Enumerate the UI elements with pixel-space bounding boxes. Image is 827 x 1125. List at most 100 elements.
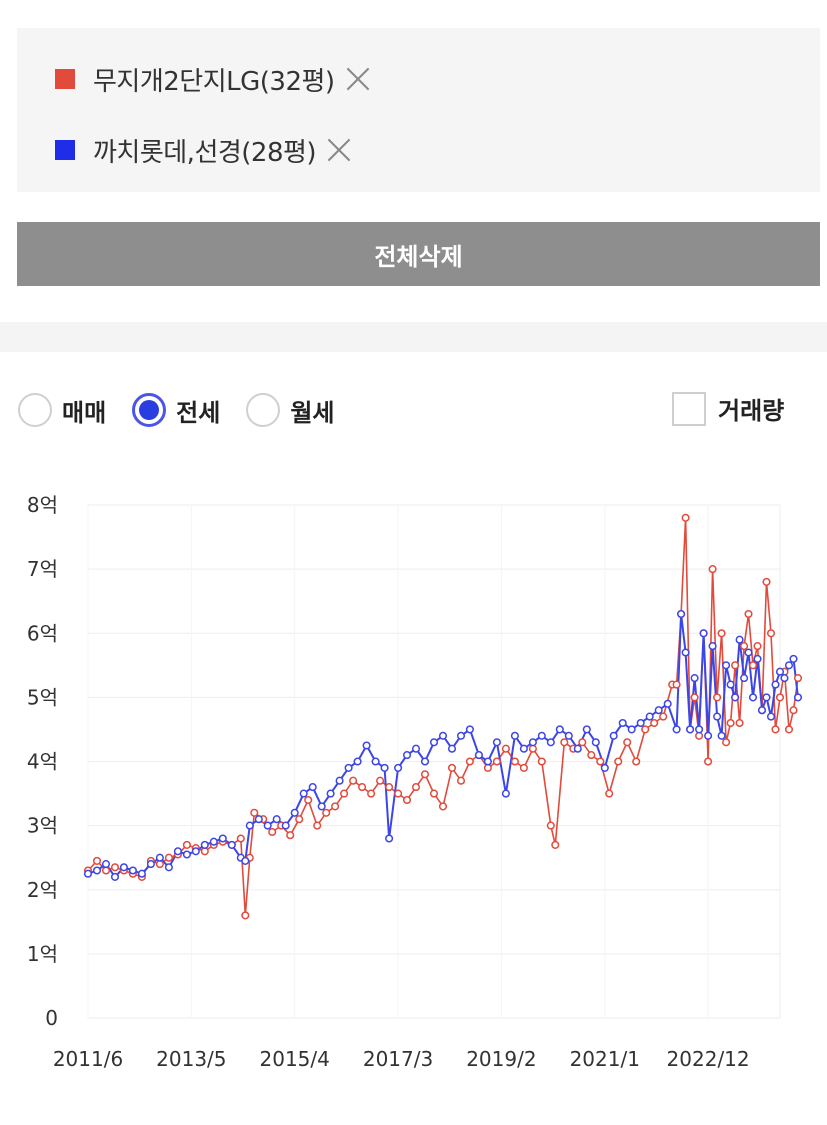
series-2-point[interactable] — [677, 609, 686, 619]
series-2-point[interactable] — [784, 661, 794, 670]
series-2-point[interactable] — [681, 648, 690, 657]
series-2-point[interactable] — [155, 853, 164, 862]
series-2-point[interactable] — [344, 763, 353, 772]
series-2-point[interactable] — [411, 744, 421, 753]
delete-all-button[interactable]: 전체삭제 — [17, 222, 820, 286]
series-1-point[interactable] — [775, 693, 785, 702]
series-1-point[interactable] — [420, 770, 430, 779]
series-2-point[interactable] — [519, 744, 528, 753]
series-1-point[interactable] — [690, 693, 699, 702]
series-1-point[interactable] — [340, 789, 349, 798]
series-2-point[interactable] — [272, 815, 281, 824]
series-2-point[interactable] — [173, 847, 182, 856]
radio-button-monthly[interactable] — [246, 393, 281, 427]
series-2-point[interactable] — [429, 738, 439, 747]
series-2-point[interactable] — [447, 744, 457, 753]
remove-series-1-close-icon[interactable] — [343, 64, 373, 94]
series-2-point[interactable] — [245, 821, 254, 830]
series-2-point[interactable] — [182, 850, 191, 859]
series-2-point[interactable] — [335, 776, 344, 785]
series-2-point[interactable] — [308, 783, 317, 792]
series-2-point[interactable] — [564, 731, 573, 740]
series-1-point[interactable] — [465, 757, 474, 766]
series-1-point[interactable] — [456, 776, 466, 785]
series-2-point[interactable] — [654, 706, 663, 715]
series-2-point[interactable] — [164, 863, 173, 872]
series-1-point[interactable] — [304, 795, 313, 805]
series-2-point[interactable] — [740, 674, 749, 683]
series-2-point[interactable] — [394, 763, 403, 772]
series-1-point[interactable] — [766, 629, 776, 638]
series-2-point[interactable] — [753, 654, 762, 663]
series-2-point[interactable] — [101, 860, 111, 869]
series-2-point[interactable] — [627, 725, 636, 734]
series-2-point[interactable] — [600, 763, 609, 772]
series-2-point[interactable] — [699, 629, 708, 638]
series-2-point[interactable] — [766, 712, 776, 721]
series-2-point[interactable] — [281, 821, 290, 830]
series-2-point[interactable] — [371, 757, 380, 766]
series-2-point[interactable] — [128, 866, 137, 875]
series-1-point[interactable] — [784, 725, 794, 734]
series-2-point[interactable] — [618, 718, 627, 728]
series-1-point[interactable] — [605, 789, 614, 798]
series-1-point[interactable] — [510, 757, 519, 766]
series-2-point[interactable] — [92, 866, 102, 875]
series-1-point[interactable] — [731, 661, 740, 670]
series-1-point[interactable] — [429, 789, 439, 798]
series-1-point[interactable] — [735, 718, 744, 728]
series-1-point[interactable] — [295, 815, 304, 824]
series-1-point[interactable] — [560, 738, 569, 747]
series-1-point[interactable] — [411, 783, 421, 792]
series-2-point[interactable] — [290, 808, 299, 817]
series-1-point[interactable] — [519, 763, 528, 772]
series-2-point[interactable] — [380, 763, 389, 772]
series-1-point[interactable] — [313, 821, 322, 830]
series-2-point[interactable] — [218, 834, 227, 843]
series-2-point[interactable] — [209, 837, 218, 846]
series-1-point[interactable] — [286, 831, 295, 840]
series-1-point[interactable] — [402, 795, 412, 805]
series-2-point[interactable] — [726, 680, 735, 689]
series-1-point[interactable] — [483, 763, 492, 772]
series-1-point[interactable] — [551, 840, 560, 849]
series-2-point[interactable] — [200, 840, 209, 849]
volume-checkbox[interactable] — [672, 391, 706, 426]
series-1-point[interactable] — [744, 609, 753, 619]
series-1-point[interactable] — [322, 808, 331, 817]
series-2-point[interactable] — [501, 789, 510, 798]
series-2-point[interactable] — [591, 738, 600, 747]
series-1-point[interactable] — [762, 577, 771, 586]
series-2-point[interactable] — [191, 847, 200, 856]
series-2-point[interactable] — [385, 834, 394, 843]
series-2-point[interactable] — [146, 860, 155, 869]
series-2-point[interactable] — [735, 635, 744, 644]
series-1-point[interactable] — [726, 718, 735, 728]
series-2-point[interactable] — [83, 869, 93, 878]
series-1-point[interactable] — [438, 802, 448, 811]
series-1-point[interactable] — [753, 642, 762, 651]
series-1-point[interactable] — [614, 757, 623, 766]
series-2-point[interactable] — [780, 674, 789, 683]
series-1-point[interactable] — [632, 757, 641, 766]
series-2-point[interactable] — [609, 731, 618, 740]
series-2-point[interactable] — [241, 856, 250, 865]
series-2-point[interactable] — [353, 757, 362, 766]
series-2-point[interactable] — [789, 654, 798, 663]
series-2-point[interactable] — [771, 680, 780, 689]
series-1-point[interactable] — [268, 827, 277, 837]
series-1-point[interactable] — [546, 821, 555, 830]
series-1-point[interactable] — [528, 744, 537, 753]
series-2-point[interactable] — [708, 642, 717, 651]
series-2-point[interactable] — [402, 751, 412, 760]
radio-button-sale[interactable] — [18, 393, 52, 427]
series-1-point[interactable] — [236, 834, 245, 843]
series-1-point[interactable] — [367, 789, 376, 798]
radio-option-sale[interactable]: 매매 — [18, 393, 106, 428]
series-1-point[interactable] — [501, 744, 510, 753]
series-2-point[interactable] — [704, 731, 713, 740]
series-2-point[interactable] — [438, 731, 448, 740]
volume-toggle[interactable]: 거래량 — [672, 391, 784, 426]
series-2-point[interactable] — [717, 731, 726, 740]
series-2-point[interactable] — [254, 815, 263, 824]
